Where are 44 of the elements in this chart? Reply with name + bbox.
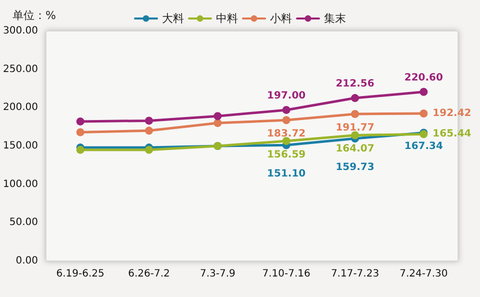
point — [282, 106, 290, 114]
point — [420, 88, 428, 96]
legend-label: 小料 — [270, 12, 292, 25]
point — [214, 112, 222, 120]
legend-label: 大料 — [162, 12, 184, 25]
y-tick-label: 150.00 — [3, 140, 38, 152]
x-tick-label: 6.26-7.2 — [128, 268, 170, 280]
x-tick-label: 7.17-7.23 — [330, 268, 380, 280]
x-tick-label: 7.10-7.16 — [262, 268, 310, 280]
data-label: 156.59 — [267, 149, 306, 160]
legend-label: 中料 — [216, 12, 238, 25]
data-label: 183.72 — [267, 128, 306, 140]
point — [351, 110, 359, 118]
point — [351, 131, 359, 140]
point — [214, 119, 222, 127]
y-tick-label: 200.00 — [3, 102, 38, 114]
y-tick-label: 0.00 — [16, 256, 38, 266]
point — [282, 116, 290, 124]
x-tick-label: 7.3-7.9 — [200, 268, 236, 280]
data-label: 167.34 — [404, 141, 443, 152]
y-tick-label: 50.00 — [9, 217, 38, 228]
y-axis-title: 单位：% — [12, 9, 56, 22]
data-label: 151.10 — [267, 168, 306, 180]
x-tick-label: 7.24-7.30 — [400, 268, 448, 280]
point — [145, 126, 153, 135]
point — [76, 128, 84, 136]
y-tick-label: 100.00 — [3, 178, 38, 190]
data-label: 165.44 — [432, 128, 472, 140]
point — [145, 116, 153, 125]
point — [76, 117, 84, 126]
data-label: 159.73 — [336, 162, 374, 174]
y-tick-label: 250.00 — [3, 64, 38, 75]
data-label: 191.77 — [336, 122, 374, 134]
data-label: 192.42 — [432, 108, 472, 119]
y-tick-label: 300.00 — [3, 26, 38, 36]
point — [351, 94, 359, 102]
data-label: 212.56 — [336, 78, 374, 90]
data-label: 220.60 — [404, 72, 443, 84]
x-tick-label: 6.19-6.25 — [56, 268, 104, 280]
data-label: 197.00 — [267, 90, 306, 102]
legend-label: 集末 — [324, 12, 346, 25]
data-label: 164.07 — [336, 144, 374, 155]
point — [420, 109, 428, 118]
point — [282, 136, 290, 145]
